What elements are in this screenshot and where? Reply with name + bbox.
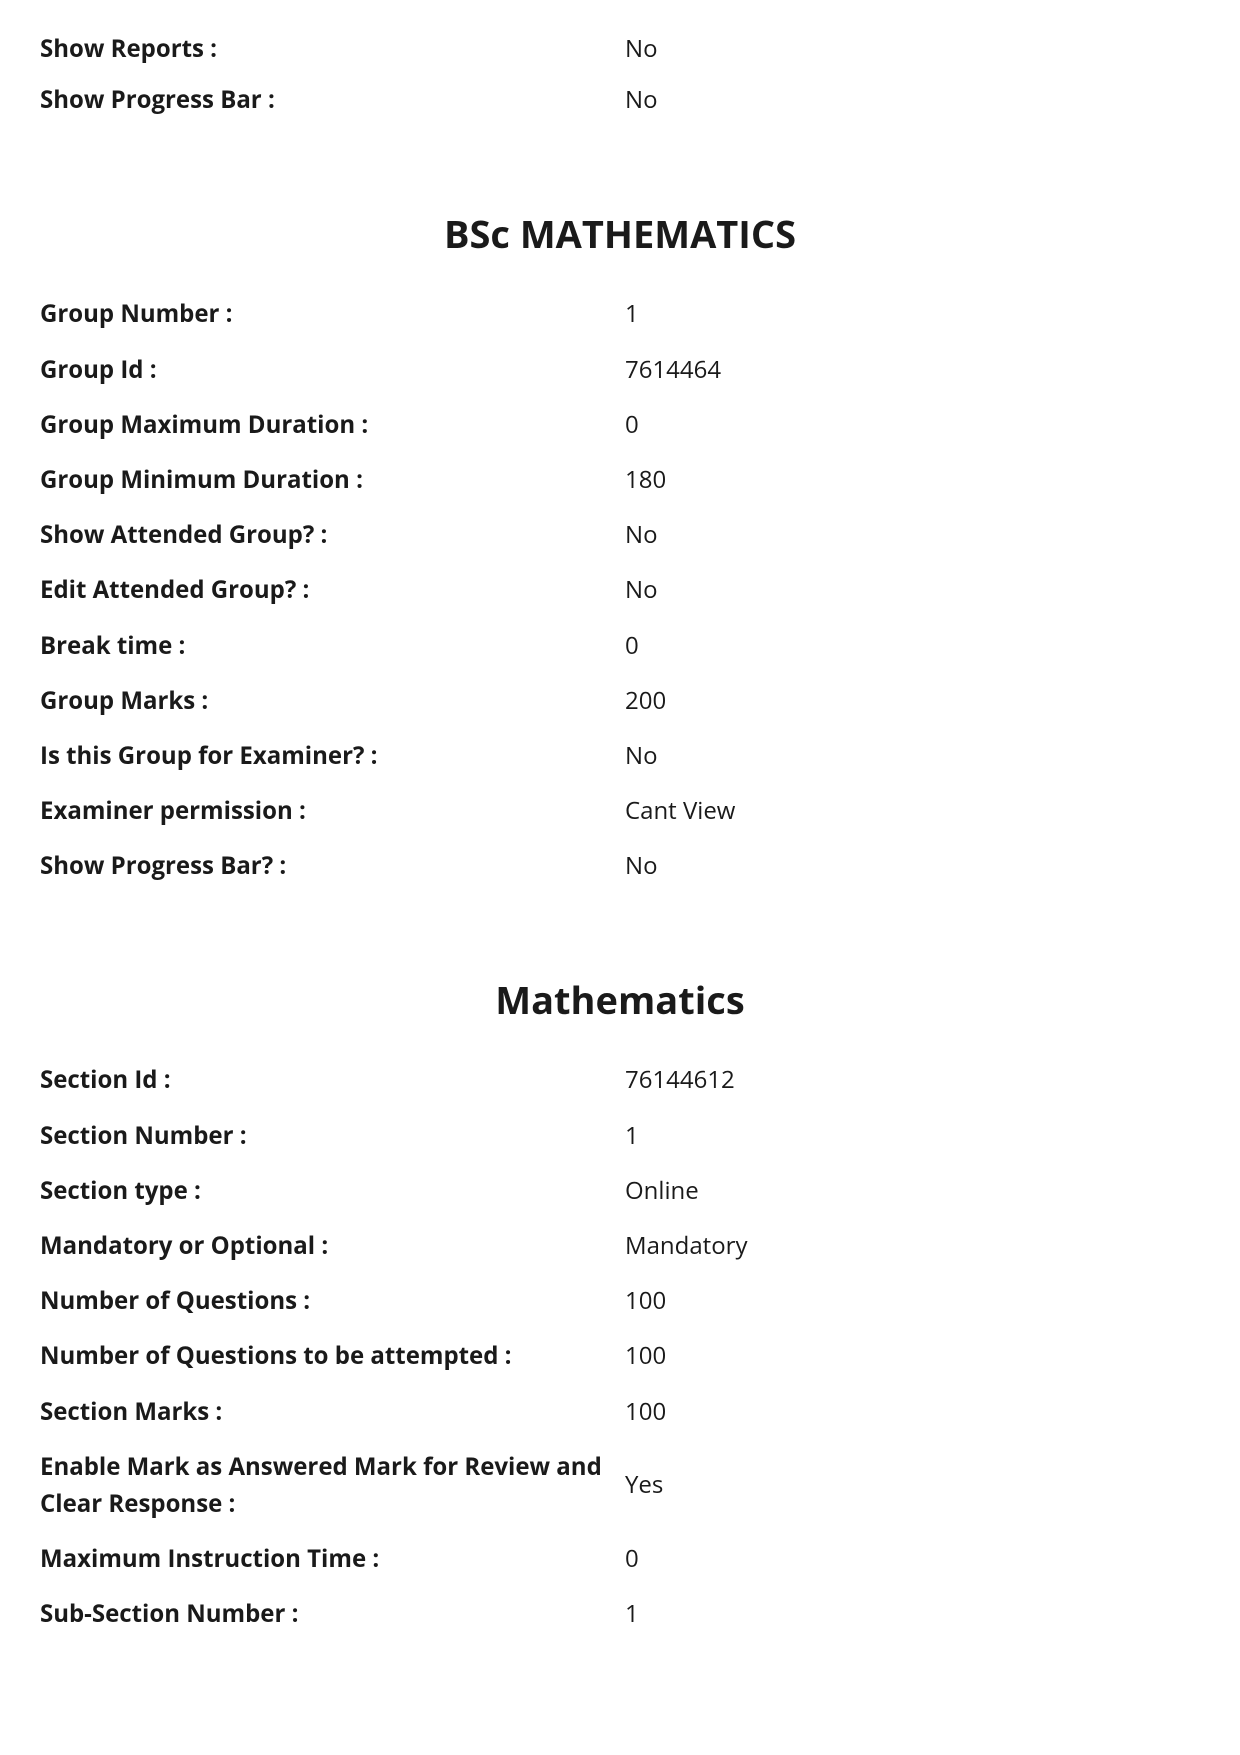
- group-block: BSc MATHEMATICS Group Number :1Group Id …: [40, 208, 1200, 884]
- group.rows-label: Group Number :: [40, 295, 625, 332]
- group-title: BSc MATHEMATICS: [40, 208, 1200, 260]
- section.rows-value: 100: [625, 1282, 666, 1319]
- group.rows-row: Show Progress Bar? :No: [40, 847, 1200, 884]
- group.rows-row: Edit Attended Group? :No: [40, 571, 1200, 608]
- group.rows-row: Group Number :1: [40, 295, 1200, 332]
- group.rows-label: Edit Attended Group? :: [40, 571, 625, 608]
- section.rows-value: 76144612: [625, 1061, 735, 1098]
- section.rows-value: 0: [625, 1540, 639, 1577]
- group.rows-value: No: [625, 516, 658, 553]
- top_settings-row: Show Reports :No: [40, 30, 1200, 67]
- section.rows-label: Section Id :: [40, 1061, 625, 1098]
- group.rows-value: No: [625, 571, 658, 608]
- group.rows-value: Cant View: [625, 792, 735, 829]
- section.rows-row: Number of Questions :100: [40, 1282, 1200, 1319]
- group.rows-label: Group Marks :: [40, 682, 625, 719]
- top_settings-value: No: [625, 81, 658, 118]
- section.rows-value: 100: [625, 1393, 666, 1430]
- group.rows-value: 0: [625, 406, 639, 443]
- section-title: Mathematics: [40, 974, 1200, 1026]
- section.rows-value: 1: [625, 1595, 639, 1632]
- group.rows-value: 1: [625, 295, 639, 332]
- group.rows-label: Group Maximum Duration :: [40, 406, 625, 443]
- group.rows-row: Is this Group for Examiner? :No: [40, 737, 1200, 774]
- group.rows-row: Group Minimum Duration :180: [40, 461, 1200, 498]
- section.rows-label: Mandatory or Optional :: [40, 1227, 625, 1264]
- top_settings-row: Show Progress Bar :No: [40, 81, 1200, 118]
- group.rows-row: Group Id :7614464: [40, 351, 1200, 388]
- section.rows-label: Section type :: [40, 1172, 625, 1209]
- section.rows-value: 100: [625, 1337, 666, 1374]
- section.rows-row: Maximum Instruction Time :0: [40, 1540, 1200, 1577]
- section.rows-label: Sub-Section Number :: [40, 1595, 625, 1632]
- section.rows-row: Section Id :76144612: [40, 1061, 1200, 1098]
- group.rows-label: Break time :: [40, 627, 625, 664]
- section.rows-label: Number of Questions to be attempted :: [40, 1337, 625, 1374]
- section.rows-row: Section Number :1: [40, 1117, 1200, 1154]
- group.rows-value: 7614464: [625, 351, 721, 388]
- section.rows-value: Yes: [625, 1466, 663, 1503]
- group.rows-label: Examiner permission :: [40, 792, 625, 829]
- group.rows-row: Show Attended Group? :No: [40, 516, 1200, 553]
- section.rows-label: Maximum Instruction Time :: [40, 1540, 625, 1577]
- group.rows-label: Group Minimum Duration :: [40, 461, 625, 498]
- group.rows-row: Examiner permission :Cant View: [40, 792, 1200, 829]
- group.rows-label: Group Id :: [40, 351, 625, 388]
- group.rows-value: No: [625, 847, 658, 884]
- section.rows-row: Mandatory or Optional :Mandatory: [40, 1227, 1200, 1264]
- section.rows-row: Section Marks :100: [40, 1393, 1200, 1430]
- group.rows-label: Show Attended Group? :: [40, 516, 625, 553]
- section.rows-row: Section type :Online: [40, 1172, 1200, 1209]
- section.rows-value: 1: [625, 1117, 639, 1154]
- group.rows-value: No: [625, 737, 658, 774]
- group.rows-value: 0: [625, 627, 639, 664]
- section.rows-row: Enable Mark as Answered Mark for Review …: [40, 1448, 1200, 1522]
- group.rows-value: 200: [625, 682, 666, 719]
- section.rows-label: Section Marks :: [40, 1393, 625, 1430]
- group.rows-row: Group Marks :200: [40, 682, 1200, 719]
- group.rows-label: Is this Group for Examiner? :: [40, 737, 625, 774]
- section.rows-row: Sub-Section Number :1: [40, 1595, 1200, 1632]
- section.rows-label: Number of Questions :: [40, 1282, 625, 1319]
- section.rows-value: Online: [625, 1172, 699, 1209]
- group.rows-row: Break time :0: [40, 627, 1200, 664]
- section-block: Mathematics Section Id :76144612Section …: [40, 974, 1200, 1632]
- section.rows-label: Enable Mark as Answered Mark for Review …: [40, 1448, 625, 1522]
- group.rows-value: 180: [625, 461, 666, 498]
- top-settings-block: Show Reports :NoShow Progress Bar :No: [40, 30, 1200, 118]
- group.rows-label: Show Progress Bar? :: [40, 847, 625, 884]
- section.rows-row: Number of Questions to be attempted :100: [40, 1337, 1200, 1374]
- top_settings-label: Show Progress Bar :: [40, 81, 625, 118]
- section.rows-label: Section Number :: [40, 1117, 625, 1154]
- group.rows-row: Group Maximum Duration :0: [40, 406, 1200, 443]
- top_settings-label: Show Reports :: [40, 30, 625, 67]
- top_settings-value: No: [625, 30, 658, 67]
- section.rows-value: Mandatory: [625, 1227, 747, 1264]
